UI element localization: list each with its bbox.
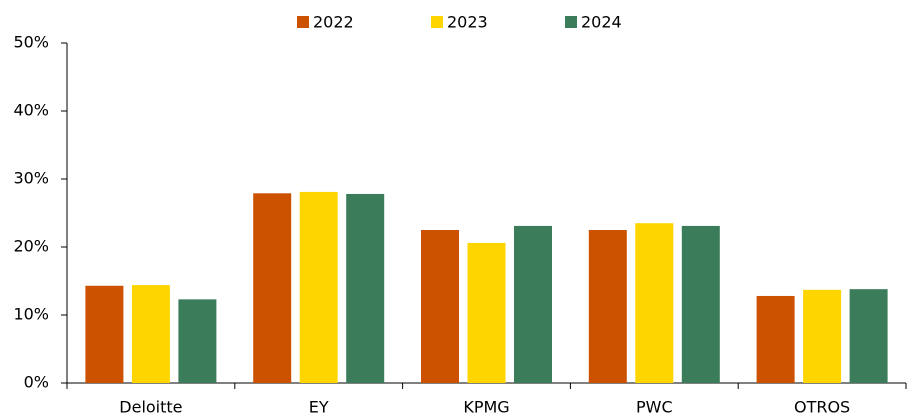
x-tick-label: KPMG (463, 398, 509, 417)
bar (681, 225, 720, 383)
legend-swatch (297, 16, 309, 28)
y-tick-label: 50% (13, 33, 49, 52)
y-tick-label: 10% (13, 305, 49, 324)
legend-label: 2022 (313, 13, 354, 32)
y-tick-label: 20% (13, 237, 49, 256)
bar (253, 193, 292, 383)
y-tick-label: 30% (13, 169, 49, 188)
bar (346, 193, 385, 383)
bar (178, 299, 217, 383)
bar (849, 289, 888, 383)
legend-label: 2024 (581, 13, 622, 32)
bar (803, 289, 842, 383)
bar (635, 223, 674, 383)
x-tick-label: OTROS (794, 398, 850, 417)
bar (756, 295, 795, 383)
bar (299, 191, 338, 383)
x-tick-label: PWC (636, 398, 673, 417)
x-tick-label: Deloitte (119, 398, 182, 417)
bar (85, 285, 124, 383)
y-tick-label: 0% (24, 373, 49, 392)
x-tick-label: EY (309, 398, 329, 417)
bar (514, 225, 552, 383)
bar (467, 242, 506, 383)
bar (588, 230, 627, 383)
legend-label: 2023 (447, 13, 488, 32)
y-tick-label: 40% (13, 101, 49, 120)
bar (131, 285, 170, 383)
bar (421, 230, 459, 383)
legend-swatch (565, 16, 577, 28)
legend-swatch (431, 16, 443, 28)
